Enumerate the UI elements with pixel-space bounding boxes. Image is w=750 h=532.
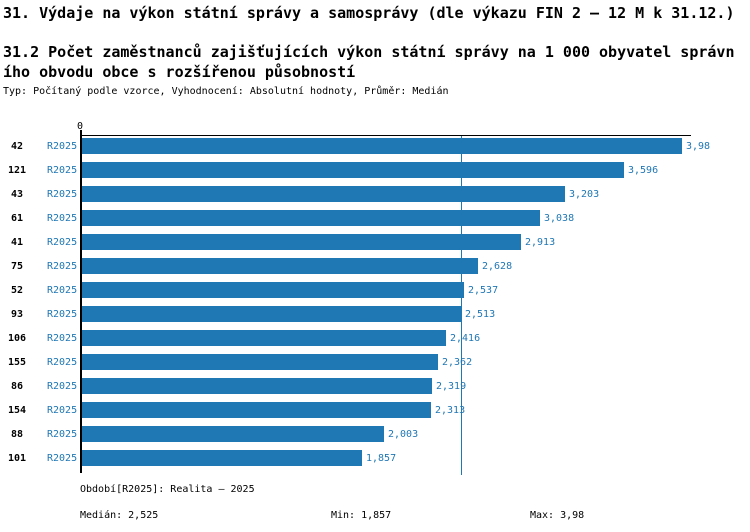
- bar: [82, 234, 521, 250]
- row-period-label: R2025: [47, 381, 78, 392]
- row-category-label: 155: [7, 357, 27, 368]
- footer-min-value: Min: 1,857: [331, 510, 392, 521]
- bar-value-label: 3,596: [628, 165, 659, 176]
- bar: [82, 162, 624, 178]
- bar-value-label: 2,913: [525, 237, 556, 248]
- footer-period-info: Období[R2025]: Realita – 2025: [80, 484, 255, 495]
- y-axis-line: [80, 130, 82, 473]
- chart-subtitle-line1: 31.2 Počet zaměstnanců zajišťujících výk…: [3, 43, 735, 61]
- bar: [82, 378, 432, 394]
- footer-median-value: Medián: 2,525: [80, 510, 159, 521]
- row-period-label: R2025: [47, 429, 78, 440]
- row-category-label: 88: [10, 429, 24, 440]
- row-category-label: 154: [7, 405, 27, 416]
- row-period-label: R2025: [47, 189, 78, 200]
- chart-row: 41 R2025 2,913: [0, 232, 750, 256]
- bar: [82, 138, 682, 154]
- row-period-label: R2025: [47, 237, 78, 248]
- row-category-label: 61: [10, 213, 24, 224]
- chart-row: 101 R2025 1,857: [0, 448, 750, 472]
- row-category-label: 121: [7, 165, 27, 176]
- row-category-label: 42: [10, 141, 24, 152]
- bar-value-label: 2,416: [450, 333, 481, 344]
- footer-max-value: Max: 3,98: [530, 510, 585, 521]
- bar-value-label: 2,513: [465, 309, 496, 320]
- bar: [82, 450, 362, 466]
- row-period-label: R2025: [47, 333, 78, 344]
- chart-row: 106 R2025 2,416: [0, 328, 750, 352]
- bar: [82, 210, 540, 226]
- row-period-label: R2025: [47, 285, 78, 296]
- bar-value-label: 2,003: [388, 429, 419, 440]
- chart-subtitle-line2: ího obvodu obce s rozšířenou působností: [3, 63, 356, 81]
- chart-row: 42 R2025 3,98: [0, 136, 750, 160]
- x-axis-origin-tick-label: 0: [76, 121, 84, 132]
- bar: [82, 282, 464, 298]
- row-category-label: 86: [10, 381, 24, 392]
- bar: [82, 330, 446, 346]
- chart-subtitle: 31.2 Počet zaměstnanců zajišťujících výk…: [3, 42, 735, 82]
- bar-value-label: 3,98: [686, 141, 711, 152]
- row-period-label: R2025: [47, 453, 78, 464]
- row-category-label: 43: [10, 189, 24, 200]
- chart-row: 88 R2025 2,003: [0, 424, 750, 448]
- bar-value-label: 2,319: [436, 381, 467, 392]
- bar: [82, 306, 461, 322]
- bar-value-label: 2,537: [468, 285, 499, 296]
- row-period-label: R2025: [47, 213, 78, 224]
- chart-meta-info: Typ: Počítaný podle vzorce, Vyhodnocení:…: [3, 86, 449, 97]
- row-period-label: R2025: [47, 261, 78, 272]
- chart-row: 52 R2025 2,537: [0, 280, 750, 304]
- chart-row: 121 R2025 3,596: [0, 160, 750, 184]
- row-period-label: R2025: [47, 165, 78, 176]
- bar-value-label: 3,038: [544, 213, 575, 224]
- row-period-label: R2025: [47, 309, 78, 320]
- page-title: 31. Výdaje na výkon státní správy a samo…: [3, 4, 735, 22]
- chart-row: 93 R2025 2,513: [0, 304, 750, 328]
- row-category-label: 41: [10, 237, 24, 248]
- row-category-label: 106: [7, 333, 27, 344]
- x-axis-line: [80, 135, 691, 136]
- bar: [82, 354, 438, 370]
- bar: [82, 402, 431, 418]
- chart-row: 75 R2025 2,628: [0, 256, 750, 280]
- row-category-label: 75: [10, 261, 24, 272]
- bar-value-label: 3,203: [569, 189, 600, 200]
- chart-row: 155 R2025 2,362: [0, 352, 750, 376]
- chart-row: 61 R2025 3,038: [0, 208, 750, 232]
- row-period-label: R2025: [47, 405, 78, 416]
- row-category-label: 93: [10, 309, 24, 320]
- row-period-label: R2025: [47, 141, 78, 152]
- bar-value-label: 2,313: [435, 405, 466, 416]
- bar: [82, 426, 384, 442]
- chart-row: 154 R2025 2,313: [0, 400, 750, 424]
- bar-value-label: 1,857: [366, 453, 397, 464]
- chart-row: 43 R2025 3,203: [0, 184, 750, 208]
- row-category-label: 52: [10, 285, 24, 296]
- bar-value-label: 2,628: [482, 261, 513, 272]
- bar-value-label: 2,362: [442, 357, 473, 368]
- row-category-label: 101: [7, 453, 27, 464]
- chart-row: 86 R2025 2,319: [0, 376, 750, 400]
- bar: [82, 258, 478, 274]
- row-period-label: R2025: [47, 357, 78, 368]
- median-reference-line: [461, 136, 462, 475]
- bar: [82, 186, 565, 202]
